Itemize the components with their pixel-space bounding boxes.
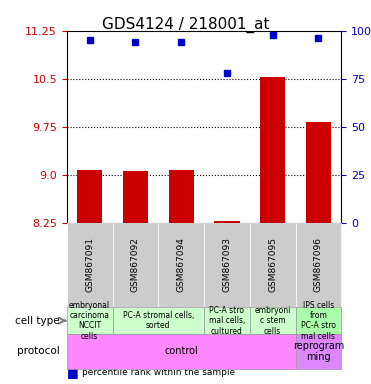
Text: transformed count: transformed count <box>82 358 166 367</box>
Bar <box>77 170 102 223</box>
Bar <box>214 222 240 223</box>
Bar <box>306 122 331 223</box>
Text: ■: ■ <box>67 366 79 379</box>
Bar <box>260 77 285 223</box>
Text: embryoni
c stem
cells: embryoni c stem cells <box>255 306 291 336</box>
Text: protocol: protocol <box>17 346 59 356</box>
Text: embryonal
carcinoma
NCCIT
cells: embryonal carcinoma NCCIT cells <box>69 301 110 341</box>
Text: GSM867091: GSM867091 <box>85 237 94 293</box>
Text: GSM867095: GSM867095 <box>268 237 277 293</box>
Bar <box>123 171 148 223</box>
Text: GSM867096: GSM867096 <box>314 237 323 293</box>
Text: GSM867093: GSM867093 <box>223 237 232 293</box>
Text: IPS cells
from
PC-A stro
mal cells: IPS cells from PC-A stro mal cells <box>301 301 336 341</box>
Text: GDS4124 / 218001_at: GDS4124 / 218001_at <box>102 17 269 33</box>
Text: control: control <box>164 346 198 356</box>
Text: reprogram
ming: reprogram ming <box>293 341 344 362</box>
Text: GSM867094: GSM867094 <box>177 238 186 292</box>
Text: GSM867092: GSM867092 <box>131 238 140 292</box>
Text: percentile rank within the sample: percentile rank within the sample <box>82 368 235 377</box>
Bar <box>168 170 194 223</box>
Text: ■: ■ <box>67 356 79 369</box>
Text: cell type: cell type <box>15 316 59 326</box>
Text: PC-A stromal cells,
sorted: PC-A stromal cells, sorted <box>122 311 194 330</box>
Text: PC-A stro
mal cells,
cultured: PC-A stro mal cells, cultured <box>209 306 245 336</box>
